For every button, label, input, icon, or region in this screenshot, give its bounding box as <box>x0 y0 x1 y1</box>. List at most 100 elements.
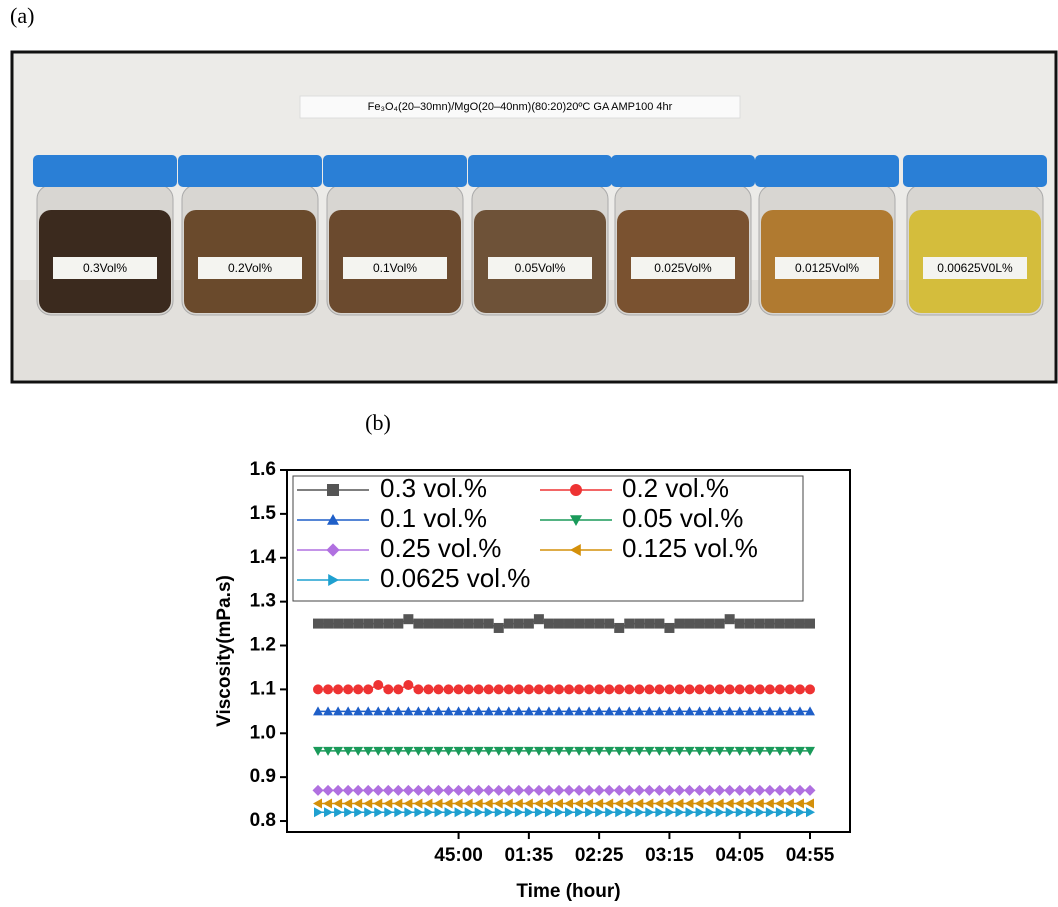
marker <box>624 785 635 796</box>
marker <box>674 785 685 796</box>
marker <box>464 684 474 694</box>
marker <box>775 798 784 808</box>
marker <box>805 798 814 808</box>
marker <box>796 807 805 817</box>
vial-cap <box>468 155 612 187</box>
marker <box>614 785 625 796</box>
vial-cap <box>903 155 1047 187</box>
marker <box>574 619 584 629</box>
marker <box>373 798 382 808</box>
marker <box>746 807 755 817</box>
marker <box>327 484 339 496</box>
marker <box>524 798 533 808</box>
marker <box>474 684 484 694</box>
marker <box>535 807 544 817</box>
legend-label: 0.125 vol.% <box>622 533 758 563</box>
marker <box>595 807 604 817</box>
marker <box>604 798 613 808</box>
marker <box>333 684 343 694</box>
legend-label: 0.1 vol.% <box>380 503 487 533</box>
marker <box>674 798 683 808</box>
marker <box>353 798 362 808</box>
marker <box>705 619 715 629</box>
marker <box>765 619 775 629</box>
marker <box>695 684 705 694</box>
marker <box>755 684 765 694</box>
marker <box>726 807 735 817</box>
marker <box>403 798 412 808</box>
marker <box>554 798 563 808</box>
y-tick-label: 1.3 <box>250 591 276 612</box>
tape-text: Fe₃O₄(20–30mn)/MgO(20–40nm)(80:20)20ºC G… <box>368 101 673 113</box>
marker <box>323 619 333 629</box>
marker <box>333 798 342 808</box>
marker <box>423 684 433 694</box>
marker <box>705 798 714 808</box>
marker <box>686 807 695 817</box>
marker <box>374 807 383 817</box>
marker <box>715 798 724 808</box>
marker <box>543 785 554 796</box>
y-tick-label: 1.1 <box>250 678 277 699</box>
marker <box>715 619 725 629</box>
marker <box>584 684 594 694</box>
vial-cap <box>323 155 467 187</box>
marker <box>735 684 745 694</box>
marker <box>775 619 785 629</box>
marker <box>503 785 514 796</box>
marker <box>765 684 775 694</box>
marker <box>574 798 583 808</box>
page: {"photo": {"panel_label": "(a)", "tape_t… <box>0 0 1058 907</box>
marker <box>413 684 423 694</box>
marker <box>383 619 393 629</box>
marker <box>755 619 765 629</box>
legend-label: 0.0625 vol.% <box>380 563 530 593</box>
marker <box>654 785 665 796</box>
marker <box>604 785 615 796</box>
marker <box>775 684 785 694</box>
x-tick-label: 02:25 <box>575 845 624 866</box>
marker <box>343 785 354 796</box>
marker <box>785 798 794 808</box>
marker <box>555 807 564 817</box>
marker <box>534 614 544 624</box>
marker <box>333 619 343 629</box>
marker <box>705 684 715 694</box>
marker <box>444 684 454 694</box>
marker <box>393 798 402 808</box>
marker <box>423 798 432 808</box>
marker <box>455 807 464 817</box>
marker <box>704 785 715 796</box>
marker <box>373 619 383 629</box>
figure: (a) Fe₃O₄(20–30mn)/MgO(20–40nm)(80:20)20… <box>0 0 1058 907</box>
marker <box>484 619 494 629</box>
marker <box>805 684 815 694</box>
marker <box>544 684 554 694</box>
marker <box>323 798 332 808</box>
marker <box>523 785 534 796</box>
marker <box>504 619 514 629</box>
legend-label: 0.2 vol.% <box>622 473 729 503</box>
marker <box>725 614 735 624</box>
marker <box>514 619 524 629</box>
y-tick-label: 1.0 <box>250 722 276 743</box>
marker <box>314 807 323 817</box>
marker <box>453 785 464 796</box>
marker <box>766 807 775 817</box>
marker <box>614 684 624 694</box>
marker <box>323 785 334 796</box>
x-axis-label: Time (hour) <box>516 881 620 902</box>
legend-label: 0.25 vol.% <box>380 533 501 563</box>
marker <box>725 684 735 694</box>
marker <box>363 684 373 694</box>
marker <box>494 684 504 694</box>
marker <box>554 684 564 694</box>
vials: 0.3Vol%0.2Vol%0.1Vol%0.05Vol%0.025Vol%0.… <box>33 155 1047 315</box>
marker <box>394 807 403 817</box>
marker <box>494 623 504 633</box>
marker <box>764 785 775 796</box>
marker <box>594 785 605 796</box>
marker <box>333 785 344 796</box>
marker <box>524 619 534 629</box>
marker <box>414 807 423 817</box>
